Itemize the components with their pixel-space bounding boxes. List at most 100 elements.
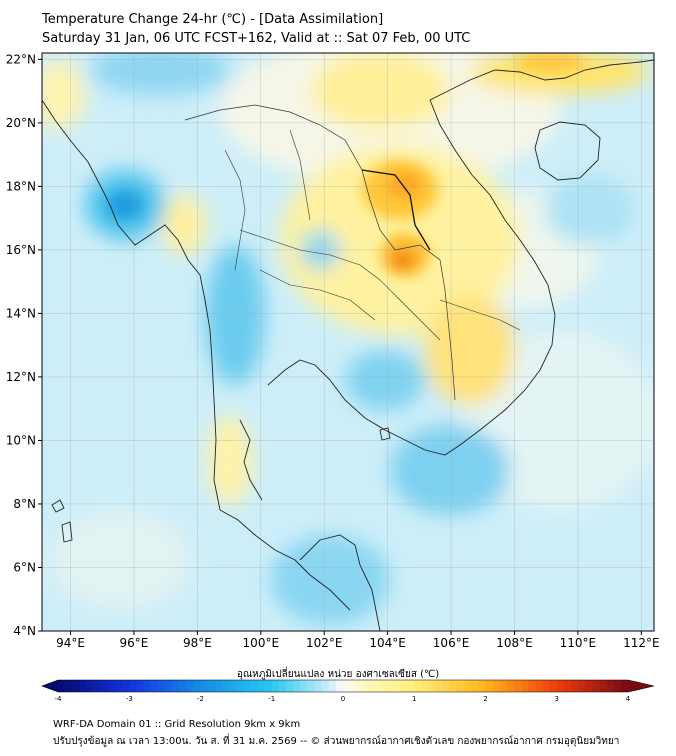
temperature-map: 22°N 20°N 18°N 16°N 14°N 12°N 10°N 8°N 6°N 4°N 94…: [6, 52, 660, 650]
colorbar-cells: [41, 679, 655, 693]
colorbar-cell: [321, 680, 330, 692]
colorbar-cell: [364, 680, 372, 692]
lat-label: 10°N: [6, 433, 36, 447]
colorbar-cell: [250, 680, 258, 692]
colorbar-cell: [300, 680, 308, 692]
colorbar-cell: [179, 680, 187, 692]
map-title: Temperature Change 24-hr (℃) - [Data Ass…: [42, 12, 384, 27]
colorbar-cell: [100, 680, 109, 692]
colorbar-cell: [86, 680, 94, 692]
colorbar-tick-label: 3: [555, 695, 559, 703]
lat-label: 8°N: [13, 497, 36, 511]
colorbar-cell: [278, 680, 287, 692]
colorbar-cell: [229, 680, 237, 692]
lat-label: 20°N: [6, 116, 36, 130]
colorbar-tick-label: -3: [126, 695, 133, 703]
colorbar-cell: [129, 680, 137, 692]
colorbar-cell: [172, 680, 180, 692]
lon-label: 104°E: [369, 636, 406, 650]
colorbar-cell: [506, 680, 515, 692]
colorbar-tick-label: 0: [341, 695, 345, 703]
lat-label: 16°N: [6, 243, 36, 257]
colorbar-cell: [464, 680, 472, 692]
colorbar-cell: [606, 680, 615, 692]
lat-label: 18°N: [6, 179, 36, 193]
lat-label: 4°N: [13, 624, 36, 638]
coastlines: [42, 59, 654, 631]
map-frame: [41, 52, 655, 632]
colorbar-cell: [592, 680, 600, 692]
colorbar-cell: [499, 680, 508, 692]
colorbar-cell: [157, 680, 166, 692]
colorbar-cell: [542, 680, 550, 692]
colorbar-cell: [264, 680, 273, 692]
colorbar-cell: [150, 680, 159, 692]
colorbar-cell: [457, 680, 465, 692]
colorbar-cell: [378, 680, 387, 692]
colorbar-cell: [328, 680, 337, 692]
colorbar-cell: [449, 680, 458, 692]
colorbar-tick-label: -1: [268, 695, 275, 703]
colorbar-cell: [428, 680, 436, 692]
colorbar-cell: [414, 680, 422, 692]
colorbar-cell: [271, 680, 280, 692]
colorbar-cell: [65, 680, 73, 692]
colorbar-cell: [535, 680, 543, 692]
lon-label: 112°E: [623, 636, 660, 650]
colorbar-cell: [528, 680, 536, 692]
colorbar-cell: [236, 680, 244, 692]
colorbar-cell: [407, 680, 415, 692]
lat-label: 12°N: [6, 370, 36, 384]
lon-label: 110°E: [560, 636, 597, 650]
colorbar-cell: [471, 680, 479, 692]
colorbar-cell: [243, 680, 251, 692]
footer-credit: ปรับปรุงข้อมูล ณ เวลา 13:00น. วัน ส. ที่…: [53, 736, 620, 747]
axis-ticks: [38, 58, 642, 635]
colorbar-cell: [620, 680, 629, 692]
map-subtitle: Saturday 31 Jan, 06 UTC FCST+162, Valid …: [42, 31, 471, 46]
colorbar-cell: [122, 680, 130, 692]
colorbar-cell: [578, 680, 586, 692]
colorbar-cell: [549, 680, 558, 692]
colorbar-cell: [79, 680, 87, 692]
colorbar-cell: [207, 680, 216, 692]
colorbar-cell: [314, 680, 322, 692]
colorbar-tick-label: -4: [55, 695, 63, 703]
lon-label: 98°E: [183, 636, 212, 650]
longitude-labels: 94°E 96°E 98°E 100°E 102°E 104°E 106°E 108°E 110…: [56, 636, 659, 650]
colorbar-outline: [41, 679, 655, 693]
colorbar-cell: [492, 680, 501, 692]
colorbar-cell: [335, 680, 344, 692]
colorbar-cell: [371, 680, 379, 692]
colorbar-cell: [613, 680, 622, 692]
colorbar-cell: [93, 680, 102, 692]
colorbar-cell: [521, 680, 529, 692]
colorbar-cell: [115, 680, 123, 692]
colorbar-max-arrow: [628, 680, 654, 692]
colorbar-cell: [164, 680, 173, 692]
lon-label: 96°E: [120, 636, 149, 650]
colorbar-cell: [221, 680, 230, 692]
colorbar-cell: [350, 680, 358, 692]
lon-label: 106°E: [433, 636, 470, 650]
colorbar-cell: [193, 680, 201, 692]
colorbar-cell: [585, 680, 593, 692]
colorbar-cell: [136, 680, 144, 692]
colorbar-cell: [392, 680, 401, 692]
colorbar-cell: [563, 680, 572, 692]
colorbar-cell: [421, 680, 429, 692]
lon-label: 102°E: [306, 636, 343, 650]
colorbar-cell: [435, 680, 444, 692]
colorbar-cell: [357, 680, 365, 692]
lon-label: 108°E: [496, 636, 533, 650]
colorbar-label: อุณหภูมิเปลี่ยนแปลง หน่วย องศาเซลเซียส (…: [236, 669, 440, 680]
colorbar-tick-label: 1: [412, 695, 416, 703]
colorbar-cell: [186, 680, 194, 692]
colorbar-cell: [478, 680, 486, 692]
colorbar-ticks: -4 -3 -2 -1 0 1 2 3 4: [55, 695, 631, 703]
temperature-field: [42, 53, 654, 631]
colorbar-cell: [485, 680, 493, 692]
colorbar-cell: [556, 680, 565, 692]
colorbar-cell: [599, 680, 607, 692]
colorbar-cell: [442, 680, 451, 692]
